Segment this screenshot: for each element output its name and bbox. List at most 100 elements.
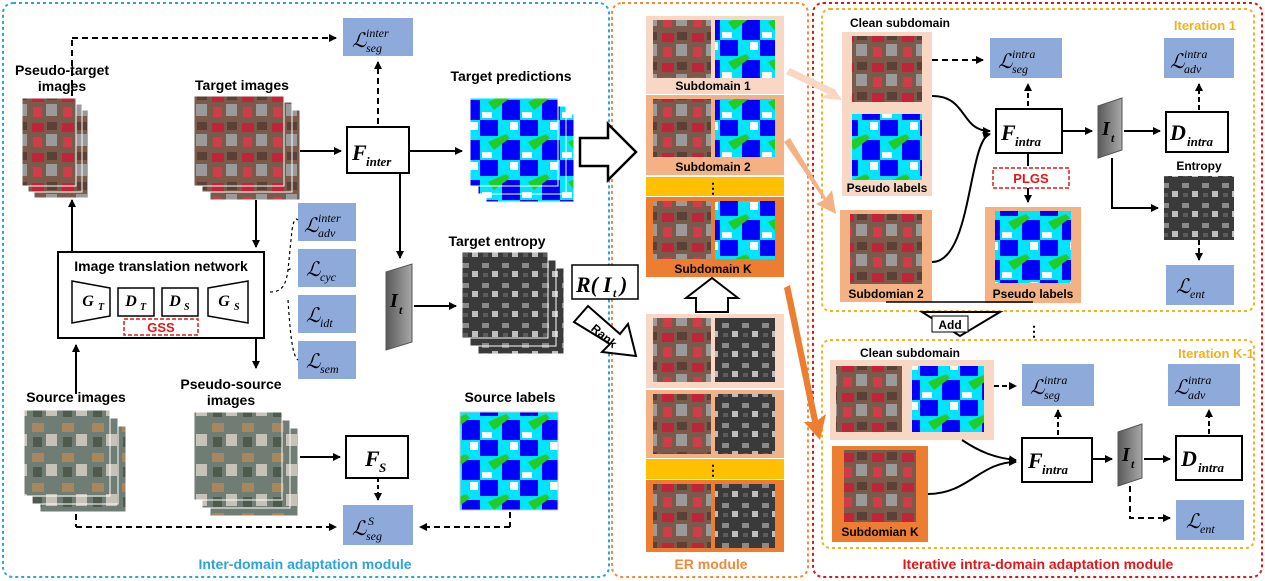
svg-text:intra: intra <box>1184 47 1207 61</box>
target-predictions-label: Target predictions <box>450 68 571 84</box>
gt-symbol: G <box>82 293 94 310</box>
svg-text:F: F <box>1027 448 1043 473</box>
ranked-group-1 <box>646 314 784 388</box>
intra-module-label: Iterative intra-domain adaptation module <box>903 556 1174 572</box>
svg-text:intra: intra <box>1187 134 1214 149</box>
svg-text:I: I <box>1101 118 1111 140</box>
dt-symbol: D <box>124 293 137 310</box>
subdomian-k-label: Subdomian K <box>841 525 919 539</box>
plgs-box <box>992 167 1070 189</box>
subdomain-2: Subdomain 2 <box>646 95 784 175</box>
clean-subdomain-label-2: Clean subdomain <box>860 346 960 360</box>
gss-label: GSS <box>147 320 175 335</box>
clean-subdomain-panel-1: Pseudo labels <box>842 32 932 196</box>
loss-cyc-box: ℒ cyc <box>298 249 356 287</box>
svg-text:seg: seg <box>1012 62 1028 76</box>
svg-text:I: I <box>602 272 613 297</box>
ranked-group-2 <box>646 390 784 458</box>
pseudo-labels-panel-2: Pseudo labels <box>985 207 1081 303</box>
iter1-arrows <box>931 56 1203 263</box>
source-image-stack <box>23 409 127 513</box>
subdomain-2-label: Subdomain 2 <box>675 160 751 174</box>
svg-text:ℒ: ℒ <box>306 351 321 373</box>
image-translation-network-label: Image translation network <box>74 258 248 274</box>
svg-text:ent: ent <box>1200 522 1215 536</box>
source-images-label: Source images <box>26 389 126 405</box>
subdomian-2-label: Subdomian 2 <box>848 287 924 301</box>
iteration-1-border <box>821 8 1255 312</box>
svg-text:D: D <box>1180 446 1197 471</box>
pseudo-labels-label-2: Pseudo labels <box>993 287 1074 301</box>
svg-text:seg: seg <box>1044 388 1060 402</box>
loss-sem-box: ℒ sem <box>298 341 356 379</box>
pseudo-source-image-stack <box>193 411 299 517</box>
svg-text:ℒ: ℒ <box>1174 377 1189 399</box>
clean-subdomain-label-1: Clean subdomain <box>850 16 950 30</box>
svg-text:t: t <box>613 286 617 300</box>
svg-text:ℒ: ℒ <box>306 305 321 327</box>
source-labels-image <box>459 411 559 511</box>
svg-text:S: S <box>368 514 374 528</box>
svg-text:intra: intra <box>1188 373 1211 387</box>
er-dots-bottom: ⋮ <box>706 462 720 478</box>
svg-text:ent: ent <box>1190 287 1205 301</box>
gs-subscript: S <box>234 302 240 313</box>
er-module-label: ER module <box>674 556 747 572</box>
svg-text:ℒ: ℒ <box>1030 377 1045 399</box>
svg-text:F: F <box>1000 120 1016 145</box>
arrow-subdomain1-to-clean <box>786 68 842 100</box>
arrow-subdomaink-to-iteration <box>784 285 826 440</box>
svg-text:cyc: cyc <box>320 270 337 284</box>
svg-text:ℒ: ℒ <box>304 215 319 237</box>
subdomian-2-panel: Subdomian 2 <box>840 210 932 302</box>
svg-text:inter: inter <box>318 211 341 225</box>
target-images-label: Target images <box>195 77 289 93</box>
subdomain-1-label: Subdomain 1 <box>675 79 751 93</box>
svg-text:intra: intra <box>1012 47 1035 61</box>
svg-text:ℒ: ℒ <box>352 518 367 540</box>
svg-text:adv: adv <box>318 226 336 240</box>
svg-text:ℒ: ℒ <box>306 259 321 281</box>
svg-text:ℒ: ℒ <box>1176 276 1191 298</box>
pseudo-source-label-1: Pseudo-source <box>180 376 281 392</box>
svg-text:t: t <box>1111 131 1115 145</box>
svg-text:intra: intra <box>1198 460 1225 475</box>
it-bar-iterk1: I t <box>1117 423 1143 487</box>
iterk1-arrows <box>927 382 1213 522</box>
svg-text:t: t <box>399 303 403 317</box>
subdomian-k-panel: Subdomian K <box>832 446 928 542</box>
svg-text:idt: idt <box>320 316 333 330</box>
add-label: Add <box>938 318 961 332</box>
arrow-subdomain2-to-target <box>784 138 836 214</box>
target-entropy-stack <box>461 251 565 355</box>
svg-text:sem: sem <box>320 362 339 376</box>
it-bar-iter1: I t <box>1097 97 1123 159</box>
loss-ent-box-1: ℒ ent <box>1166 265 1234 305</box>
loss-seg-intra-box-2: ℒ intra seg <box>1022 364 1094 406</box>
svg-text:seg: seg <box>366 41 382 55</box>
clean-subdomain-panel-2 <box>830 360 994 440</box>
svg-text:ℒ: ℒ <box>1186 511 1201 533</box>
subdomain-k: Subdomain K <box>646 197 784 277</box>
er-dots-top: ⋮ <box>706 180 720 196</box>
f-intra-box-2: F intra <box>1021 437 1093 483</box>
svg-text:ℒ: ℒ <box>998 51 1013 73</box>
svg-text:inter: inter <box>366 154 392 169</box>
gss-box <box>123 318 199 336</box>
svg-text:F: F <box>351 140 367 165</box>
svg-text:intra: intra <box>1015 134 1042 149</box>
discriminator-ds: D S <box>161 287 199 317</box>
loss-brace <box>269 218 299 361</box>
iteration-1-label: Iteration 1 <box>1174 18 1236 33</box>
loss-ent-box-2: ℒ ent <box>1176 500 1244 540</box>
dt-subscript: T <box>140 302 147 313</box>
loss-idt-box: ℒ idt <box>298 295 356 333</box>
svg-text:inter: inter <box>366 26 389 40</box>
pseudo-target-label-2: images <box>38 78 86 94</box>
d-intra-box-2: D intra <box>1175 435 1243 481</box>
source-labels-label: Source labels <box>464 389 555 405</box>
pseudo-source-label-2: images <box>207 392 255 408</box>
loss-seg-source-box: ℒ S seg <box>343 505 413 545</box>
loss-seg-inter-box: ℒ inter seg <box>343 18 413 56</box>
